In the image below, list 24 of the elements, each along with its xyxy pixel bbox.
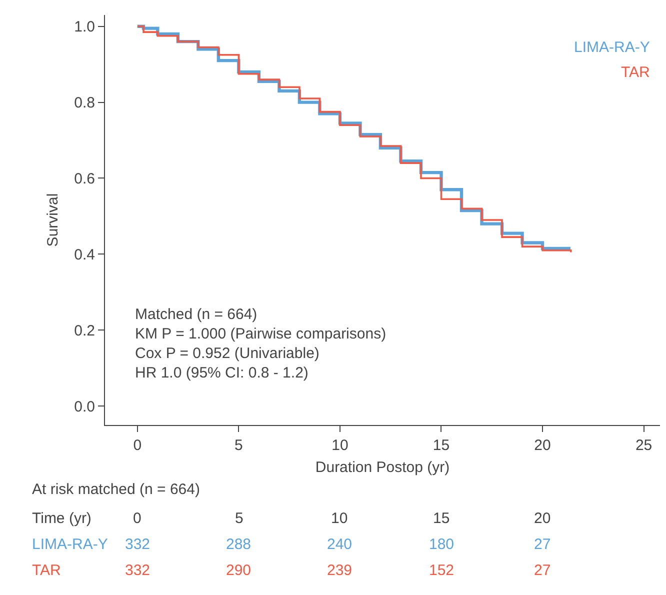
x-tick-label: 0 bbox=[133, 437, 142, 454]
x-tick-label: 5 bbox=[234, 437, 243, 454]
text: LIMA-RA-Y 332 288 240 180 27 bbox=[32, 536, 551, 553]
annotation: Cox P = 0.952 (Univariable) bbox=[135, 345, 320, 362]
y-tick-label: 1.0 bbox=[74, 18, 95, 36]
y-tick-label: 0.8 bbox=[74, 94, 95, 112]
y-tick-label: 0.4 bbox=[74, 246, 95, 264]
text: TAR bbox=[621, 64, 650, 81]
x-tick-label: 20 bbox=[534, 437, 551, 454]
x-tick-label: 15 bbox=[432, 437, 450, 454]
y-axis-title: Survival bbox=[44, 193, 62, 247]
text: At risk matched (n = 664) bbox=[32, 481, 200, 498]
text: Time (yr) 0 5 10 15 20 bbox=[32, 510, 551, 527]
text: TAR 332 290 239 152 27 bbox=[32, 562, 551, 579]
x-tick-label: 25 bbox=[635, 437, 652, 454]
annotation: KM P = 1.000 (Pairwise comparisons) bbox=[135, 326, 386, 342]
text: LIMA-RA-Y bbox=[574, 39, 650, 56]
y-tick-label: 0.6 bbox=[74, 170, 95, 188]
y-tick-label: 0.2 bbox=[74, 322, 95, 340]
annotation: HR 1.0 (95% CI: 0.8 - 1.2) bbox=[135, 364, 308, 382]
x-tick-label: 10 bbox=[332, 437, 348, 454]
annotation: Matched (n = 664) bbox=[135, 306, 258, 323]
y-tick-label: 0.0 bbox=[74, 398, 95, 416]
x-axis-title: Duration Postop (yr) bbox=[315, 459, 450, 476]
